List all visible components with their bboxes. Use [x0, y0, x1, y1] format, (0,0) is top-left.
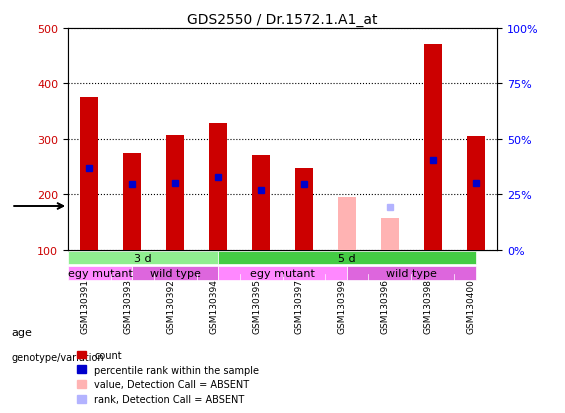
- Text: GSM130392: GSM130392: [166, 279, 175, 333]
- FancyBboxPatch shape: [347, 266, 476, 280]
- Text: age: age: [11, 328, 32, 337]
- Text: GSM130394: GSM130394: [209, 279, 218, 333]
- FancyBboxPatch shape: [218, 266, 347, 280]
- Bar: [209, 124, 227, 250]
- Text: GSM130391: GSM130391: [80, 279, 89, 334]
- Text: 5 d: 5 d: [338, 253, 356, 263]
- Text: egy mutant: egy mutant: [250, 268, 315, 278]
- FancyBboxPatch shape: [132, 266, 218, 280]
- Bar: [338, 198, 356, 250]
- Legend: count, percentile rank within the sample, value, Detection Call = ABSENT, rank, : count, percentile rank within the sample…: [73, 346, 263, 408]
- Bar: [424, 45, 442, 250]
- Text: GSM130400: GSM130400: [467, 279, 476, 333]
- Bar: [166, 136, 184, 250]
- Title: GDS2550 / Dr.1572.1.A1_at: GDS2550 / Dr.1572.1.A1_at: [187, 12, 378, 26]
- FancyBboxPatch shape: [68, 266, 132, 280]
- Text: GSM130399: GSM130399: [338, 279, 347, 334]
- Bar: [252, 155, 270, 250]
- Bar: [123, 154, 141, 250]
- Text: egy mutant: egy mutant: [68, 268, 132, 278]
- Bar: [295, 169, 313, 250]
- Text: 3 d: 3 d: [134, 253, 152, 263]
- Bar: [80, 98, 98, 250]
- Text: GSM130395: GSM130395: [252, 279, 261, 334]
- FancyBboxPatch shape: [218, 251, 476, 265]
- FancyBboxPatch shape: [68, 251, 218, 265]
- Text: wild type: wild type: [386, 268, 437, 278]
- Bar: [467, 137, 485, 250]
- Text: GSM130393: GSM130393: [123, 279, 132, 334]
- Text: wild type: wild type: [150, 268, 201, 278]
- Text: GSM130396: GSM130396: [381, 279, 390, 334]
- Bar: [381, 218, 399, 250]
- Text: GSM130397: GSM130397: [295, 279, 304, 334]
- Text: genotype/variation: genotype/variation: [11, 352, 104, 362]
- Text: GSM130398: GSM130398: [424, 279, 433, 334]
